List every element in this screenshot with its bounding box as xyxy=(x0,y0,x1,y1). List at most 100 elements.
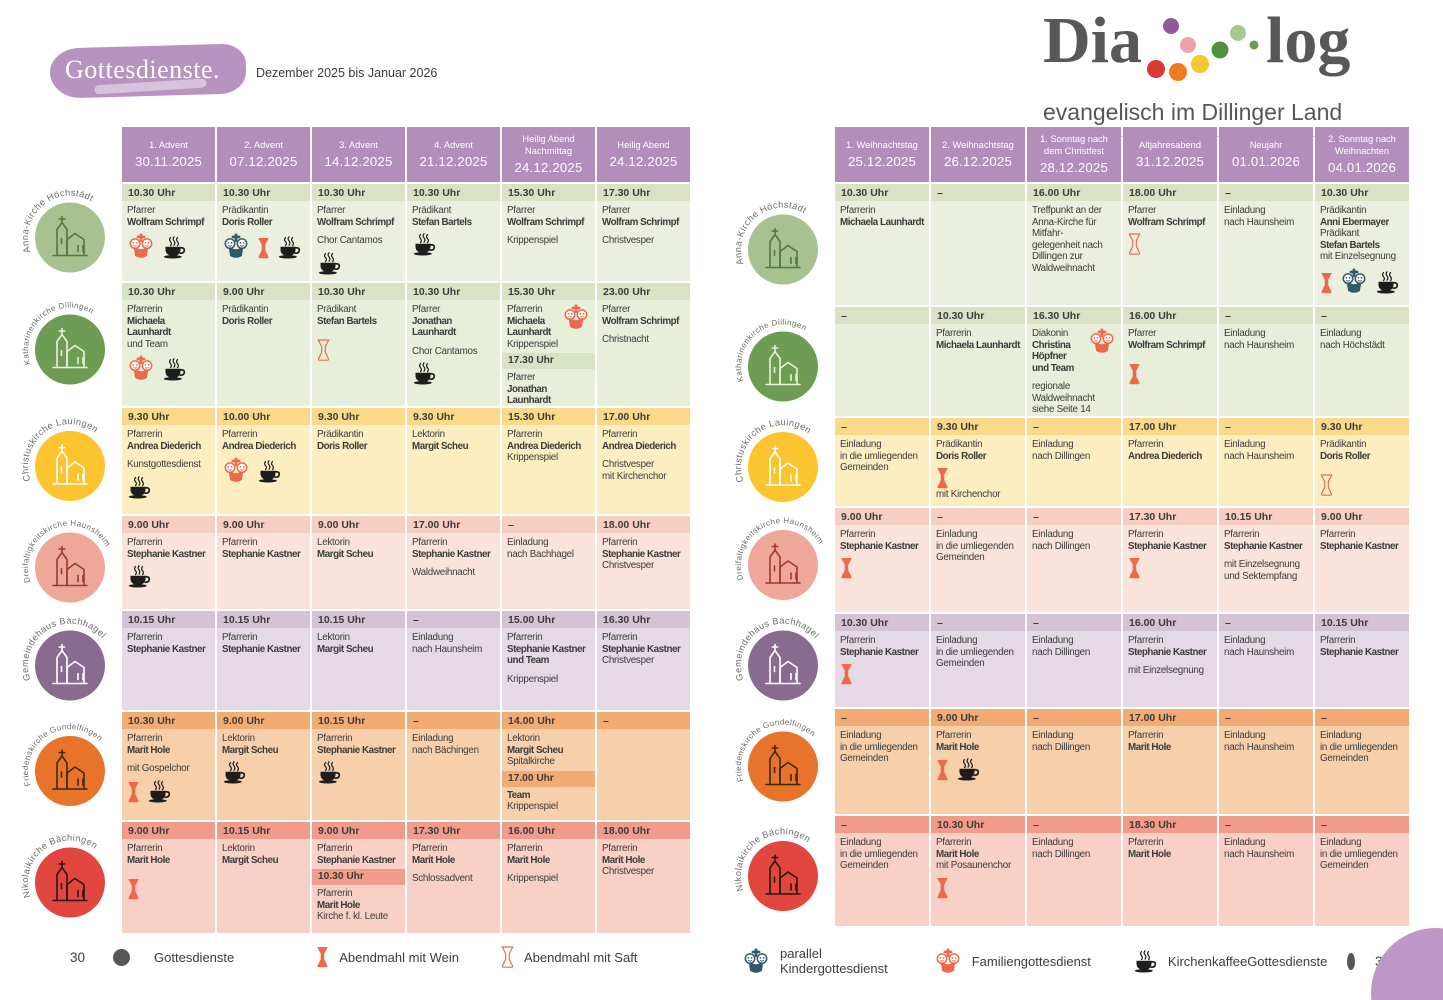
cell-text: Krippenspiel xyxy=(507,873,558,885)
church-building-icon xyxy=(765,445,801,486)
cell-icons xyxy=(127,779,210,803)
cell-person-name: Andrea Diederich xyxy=(602,440,676,452)
spacer xyxy=(412,866,495,873)
service-cell: 15.30 Uhr Pfarrer Wolfram Schrimpf Krippens… xyxy=(502,184,595,281)
cell-body: Prädikantin Doris Roller mit Kirchenchor xyxy=(931,435,1025,506)
cell-time: 9.00 Uhr xyxy=(122,822,215,839)
cell-text: Einladung xyxy=(1224,328,1266,339)
cell-body: Einladung nach Haunsheim xyxy=(1219,324,1313,416)
service-cell: 18.00 Uhr Pfarrerin Stephanie Kastner Chris… xyxy=(597,516,690,609)
cell-icons xyxy=(317,339,400,361)
cell-body: Pfarrer Wolfram Schrimpf Christvesper xyxy=(597,201,690,281)
service-cell: – Einladung in die umliegenden Gemeinden xyxy=(1315,816,1409,926)
cell-text: Pfarrerin xyxy=(127,843,163,854)
service-cell: 9.00 Uhr Pfarrerin Marit Hole xyxy=(931,709,1025,814)
church-building-icon xyxy=(765,227,801,269)
cell-time: 9.30 Uhr xyxy=(312,408,405,425)
logo-text-log: log xyxy=(1266,4,1351,77)
cell-person-name: Margit Scheu xyxy=(317,548,374,560)
service-cell: 10.30 Uhr Pfarrer Jonathan Launhardt Chor C… xyxy=(407,283,500,406)
cell-body: Einladung nach Dillingen xyxy=(1027,833,1121,926)
cell-text: Waldweihnacht xyxy=(1032,392,1095,404)
service-cell: – Einladung nach Haunsheim xyxy=(1219,184,1313,305)
service-cell: 16.00 Uhr Treffpunkt an der Anna-Kirche fü… xyxy=(1027,184,1121,305)
logo-dot xyxy=(1249,40,1259,50)
kids-service-icon xyxy=(1340,268,1368,294)
cell-time: 17.00 Uhr xyxy=(407,516,500,533)
cell-body: Einladung nach Haunsheim xyxy=(407,628,500,710)
cell-text: Mitfahr- xyxy=(1032,228,1064,240)
cell-person-name: Andrea Diederich xyxy=(222,440,296,452)
cell-body: Pfarrerin Andrea Diederich xyxy=(1123,435,1217,506)
cell-body: Pfarrer Wolfram Schrimpf xyxy=(1123,201,1217,305)
spacer xyxy=(127,756,210,763)
cell-time: 10.15 Uhr xyxy=(217,822,310,839)
coffee-kirchenkaffee-icon xyxy=(412,362,437,385)
cell-text: gelegenheit nach xyxy=(1032,239,1103,251)
column-header-date: 14.12.2025 xyxy=(324,153,393,169)
right-footer: parallel Kindergottesdienst Familiengotte… xyxy=(742,946,1390,976)
cell-time: 14.00 Uhr xyxy=(502,712,595,729)
cell-body: Einladung nach Dillingen xyxy=(1027,435,1121,506)
wine-chalice-icon xyxy=(127,781,140,803)
left-footer: 30 Gottesdienste Abendmahl mit Wein Abendma… xyxy=(70,946,637,968)
coffee-kirchenkaffee-icon xyxy=(147,779,172,803)
cell-text: Krippenspiel xyxy=(507,801,558,813)
cell-text: Pfarrerin xyxy=(936,730,972,741)
service-cell: 10.30 Uhr Pfarrerin Stephanie Kastner xyxy=(835,614,929,707)
cell-text: Pfarrerin xyxy=(127,304,163,315)
spacer xyxy=(1128,351,1212,358)
column-header: 2. Sonntag nach Weihnachten 04.01.2026 xyxy=(1315,127,1409,182)
cell-time: 16.00 Uhr xyxy=(1123,307,1217,324)
cell-body: Pfarrerin Stephanie Kastner 10.30 Uhr Pfarr… xyxy=(312,839,405,933)
cell-time: 18.00 Uhr xyxy=(597,822,690,839)
cell-time: – xyxy=(931,508,1025,525)
cell-icons xyxy=(412,362,495,385)
service-cell: – Einladung in die umliegenden Gemeinden xyxy=(835,418,929,506)
spacer xyxy=(1128,658,1212,665)
cell-person-name: Wolfram Schrimpf xyxy=(602,315,679,327)
cell-body: Pfarrerin Michaela Launhardt und Team xyxy=(122,300,215,406)
cell-text: Pfarrerin xyxy=(1128,837,1164,848)
kids-service-icon xyxy=(742,948,770,974)
service-cell: – Einladung nach Dillingen xyxy=(1027,709,1121,814)
cell-time: 16.30 Uhr xyxy=(597,611,690,628)
church-building-icon xyxy=(52,215,88,257)
service-cell: – xyxy=(835,307,929,416)
cell-text: Einladung xyxy=(936,529,978,540)
cell-icons xyxy=(840,557,924,579)
cell-person-name: Stephanie Kastner xyxy=(1128,646,1207,658)
cell-person-name: Michaela Launhardt xyxy=(127,315,171,339)
cell-body: Einladung nach Bachhagel xyxy=(502,533,595,609)
cell-body: Pfarrerin Marit Hole xyxy=(1123,726,1217,814)
cell-secondary-time: 10.30 Uhr xyxy=(312,869,405,886)
cell-text: regionale xyxy=(1032,381,1071,393)
cell-text: Prädikant xyxy=(1320,228,1360,240)
service-cell: 17.00 Uhr Pfarrerin Andrea Diederich xyxy=(1123,418,1217,506)
cell-time: – xyxy=(1315,709,1409,726)
cell-person-name: Stefan Bartels xyxy=(317,315,377,327)
cell-body: Lektorin Margit Scheu xyxy=(312,533,405,609)
cell-time: – xyxy=(1219,709,1313,726)
column-header-label: Heilig Abend xyxy=(617,140,670,151)
cell-text: Pfarrer xyxy=(412,304,441,315)
cell-text: Pfarrerin xyxy=(602,429,638,440)
cell-body: Diakonin Christina Höpfner und Team regiona… xyxy=(1027,324,1121,416)
column-header-label: Altjahresabend xyxy=(1138,140,1202,151)
cell-person-name: Andrea Diederich xyxy=(507,440,581,452)
cell-body xyxy=(597,729,690,820)
column-header-label: Neujahr xyxy=(1249,140,1283,151)
cell-text: Pfarrer xyxy=(507,372,536,384)
cell-body: Einladung nach Haunsheim xyxy=(1219,833,1313,926)
family-service-icon xyxy=(222,457,250,483)
cell-time: 9.00 Uhr xyxy=(312,822,405,839)
family-service-icon xyxy=(934,948,962,974)
coffee-kirchenkaffee-icon xyxy=(412,233,437,256)
cell-icons xyxy=(222,233,305,259)
column-header-label: 3. Advent xyxy=(339,140,378,151)
cell-text: Pfarrerin xyxy=(1128,730,1164,741)
cell-body: Pfarrerin Marit Hole xyxy=(1123,833,1217,926)
service-cell: – Einladung in die umliegenden Gemeinden xyxy=(1315,709,1409,814)
cell-time: 9.00 Uhr xyxy=(312,516,405,533)
cell-person-name: Margit Scheu xyxy=(412,440,469,452)
